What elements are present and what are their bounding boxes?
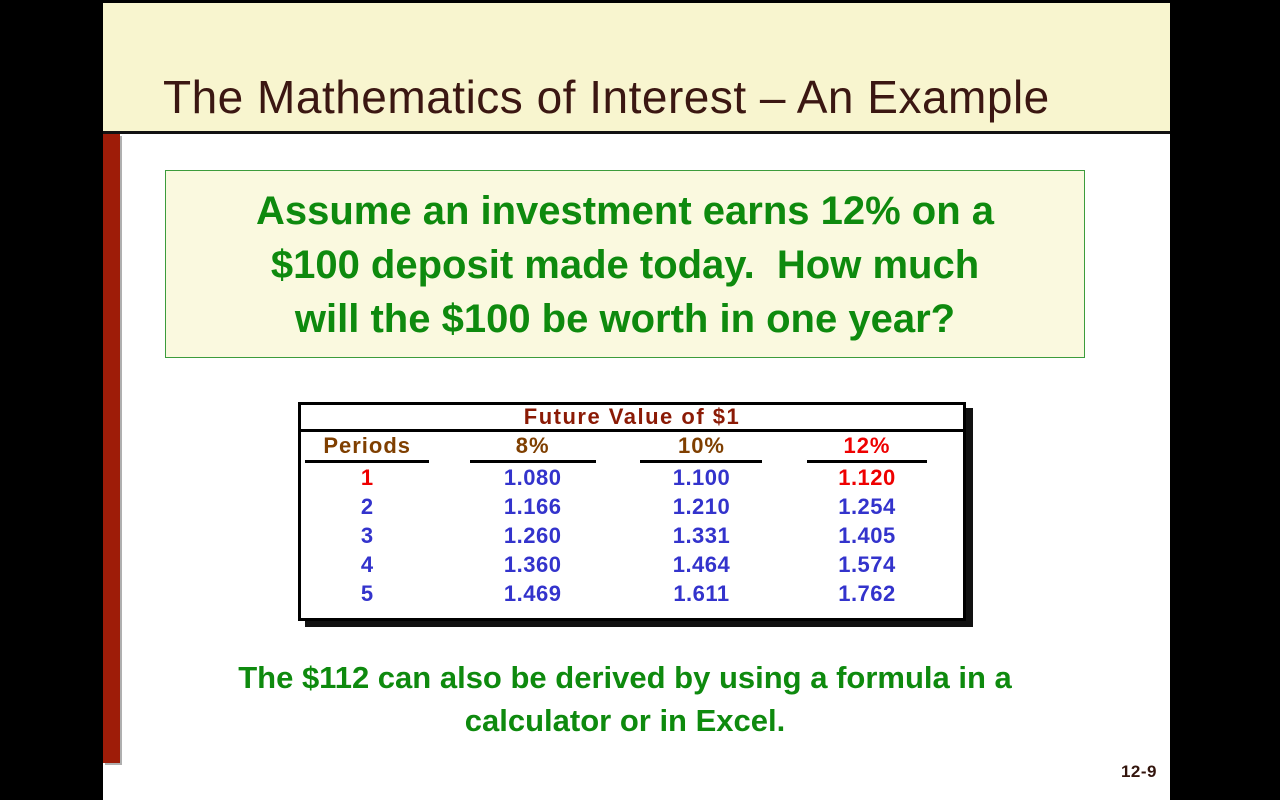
cell-10pct: 1.210 bbox=[672, 493, 731, 519]
page-number: 12-9 bbox=[1120, 762, 1157, 781]
cell-8pct: 1.469 bbox=[503, 580, 562, 606]
question-line-2: $100 deposit made today. How much bbox=[270, 243, 980, 287]
cell-period: 2 bbox=[360, 493, 374, 519]
cell-period: 1 bbox=[360, 464, 374, 490]
bottom-line-2: calculator or in Excel. bbox=[464, 703, 786, 738]
cell-12pct: 1.405 bbox=[838, 522, 896, 548]
header-label-periods: Periods bbox=[305, 433, 430, 463]
title-band: The Mathematics of Interest – An Example bbox=[103, 0, 1170, 134]
header-label-10pct: 10% bbox=[640, 433, 763, 463]
bottom-line-1: The $112 can also be derived by using a … bbox=[238, 660, 1012, 695]
cell-period: 3 bbox=[360, 522, 374, 548]
cell-10pct: 1.100 bbox=[672, 464, 731, 490]
table-row: 4 1.360 1.464 1.574 bbox=[301, 550, 963, 579]
table-row: 2 1.166 1.210 1.254 bbox=[301, 492, 963, 521]
cell-12pct: 1.574 bbox=[838, 551, 896, 577]
table-row: 5 1.469 1.611 1.762 bbox=[301, 579, 963, 608]
question-box: Assume an investment earns 12% on a $100… bbox=[165, 170, 1085, 358]
header-cell-periods: Periods bbox=[301, 433, 433, 463]
cell-period: 5 bbox=[360, 580, 374, 606]
table-row: 1 1.080 1.100 1.120 bbox=[301, 463, 963, 492]
cell-10pct: 1.331 bbox=[672, 522, 731, 548]
bottom-text: The $112 can also be derived by using a … bbox=[165, 656, 1085, 742]
table-row: 3 1.260 1.331 1.405 bbox=[301, 521, 963, 550]
cell-10pct: 1.611 bbox=[673, 580, 730, 606]
slide-title: The Mathematics of Interest – An Example bbox=[163, 71, 1050, 123]
header-label-12pct: 12% bbox=[806, 433, 927, 463]
future-value-table: Future Value of $1 Periods 8% 10% 12% 1 … bbox=[298, 402, 966, 621]
cell-12pct: 1.120 bbox=[838, 464, 896, 490]
question-line-1: Assume an investment earns 12% on a bbox=[255, 189, 995, 233]
cell-8pct: 1.166 bbox=[503, 493, 562, 519]
slide-canvas: The Mathematics of Interest – An Example… bbox=[103, 0, 1170, 800]
cell-8pct: 1.260 bbox=[503, 522, 562, 548]
cell-10pct: 1.464 bbox=[672, 551, 731, 577]
header-cell-8pct: 8% bbox=[433, 433, 632, 463]
cell-12pct: 1.254 bbox=[838, 493, 896, 519]
table-header-row: Periods 8% 10% 12% bbox=[301, 432, 963, 463]
header-label-8pct: 8% bbox=[469, 433, 596, 463]
cell-period: 4 bbox=[360, 551, 374, 577]
question-line-3: will the $100 be worth in one year? bbox=[294, 297, 956, 341]
cell-8pct: 1.360 bbox=[503, 551, 562, 577]
cell-12pct: 1.762 bbox=[838, 580, 896, 606]
header-cell-10pct: 10% bbox=[632, 433, 771, 463]
table-title: Future Value of $1 bbox=[301, 404, 963, 432]
header-cell-12pct: 12% bbox=[771, 433, 963, 463]
accent-bar bbox=[103, 134, 120, 763]
cell-8pct: 1.080 bbox=[503, 464, 562, 490]
